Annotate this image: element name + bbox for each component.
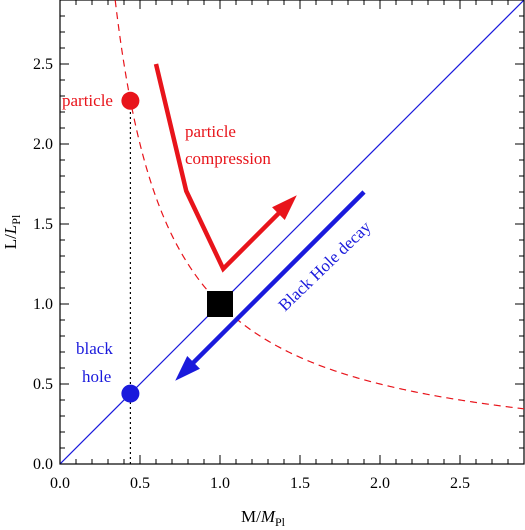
x-tick-label: 2.5 [450,475,470,492]
y-tick-label: 1.5 [33,216,53,233]
black-hole-label-line2: hole [82,367,111,386]
plot-frame [59,0,525,465]
x-tick-label: 0.0 [50,475,70,492]
y-tick-label: 0.5 [33,376,53,393]
black-hole-decay-arrow [186,190,366,370]
particle-compression-label-line2: compression [185,149,271,168]
particle-compression-label-line1: particle [185,122,236,141]
y-tick-label: 0.0 [33,456,53,473]
planck-point-square [207,291,233,317]
y-tick-label: 1.0 [33,296,53,313]
curve-l-equals-inverse-m [114,0,524,410]
particle-label: particle [62,91,113,110]
black-hole-label-line1: black [76,339,113,358]
x-tick-label: 1.0 [210,475,230,492]
x-axis-ticks: 0.0 0.5 1.0 1.5 2.0 2.5 [50,0,525,492]
x-tick-label: 0.5 [130,475,150,492]
black-hole-decay-arrowhead [175,356,200,381]
y-axis-ticks: 0.0 0.5 1.0 1.5 2.0 2.5 [33,0,524,473]
x-axis-title: M/MPl [241,507,286,529]
y-axis-title: L/LPl [1,214,23,249]
x-tick-label: 2.0 [370,475,390,492]
particle-compression-arrow [153,63,286,273]
y-tick-label: 2.0 [33,136,53,153]
black-hole-point [121,384,140,403]
line-l-equals-m [60,0,524,464]
particle-compression-arrowhead [272,195,297,220]
x-tick-label: 1.5 [290,475,310,492]
y-tick-label: 2.5 [33,56,53,73]
particle-point [121,91,140,110]
